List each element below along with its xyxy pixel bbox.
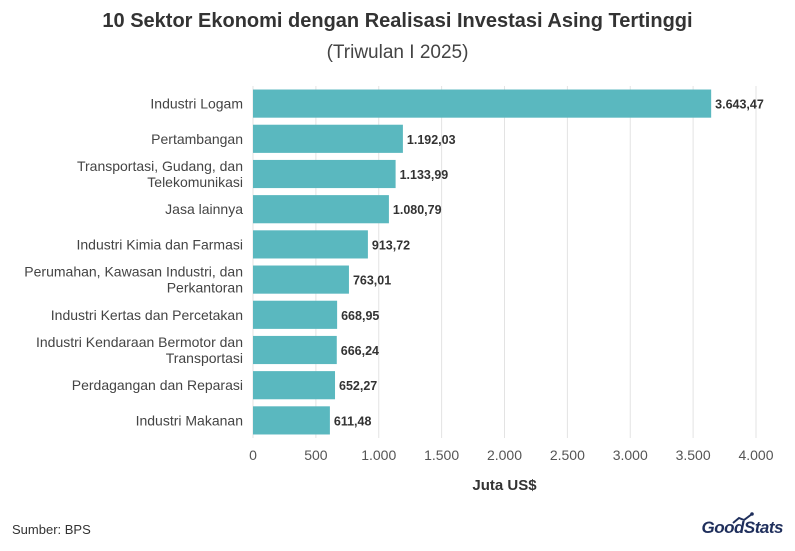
value-label: 763,01: [353, 274, 391, 288]
value-label: 1.080,79: [393, 203, 442, 217]
goodstats-logo: GoodStats: [701, 512, 784, 538]
x-tick-label: 2.000: [487, 447, 522, 463]
category-label: Industri Kertas dan Percetakan: [51, 307, 243, 323]
value-label: 666,24: [341, 344, 379, 358]
x-tick-label: 0: [249, 447, 257, 463]
logo-text: GoodStats: [701, 518, 784, 537]
chart-subtitle: (Triwulan I 2025): [326, 42, 469, 63]
source-note: Sumber: BPS: [12, 522, 91, 537]
bar: [253, 230, 368, 259]
value-label: 3.643,47: [715, 98, 764, 112]
value-label: 652,27: [339, 379, 377, 393]
bar: [253, 124, 403, 153]
category-label: Transportasi, Gudang, dan Telekomunikasi: [77, 158, 243, 190]
bar: [253, 89, 712, 118]
x-tick-label: 2.500: [550, 447, 585, 463]
value-label: 1.192,03: [407, 133, 456, 147]
category-label: Perdagangan dan Reparasi: [72, 377, 243, 393]
bar: [253, 371, 336, 400]
bar: [253, 159, 396, 189]
x-tick-label: 1.000: [361, 447, 396, 463]
category-label: Pertambangan: [151, 131, 243, 147]
x-tick-label: 1.500: [424, 447, 459, 463]
value-label: 1.133,99: [400, 168, 449, 182]
value-label: 913,72: [372, 238, 410, 252]
bar: [253, 335, 337, 365]
value-label: 668,95: [341, 309, 379, 323]
value-label: 611,48: [334, 414, 372, 428]
category-label: Industri Logam: [150, 96, 243, 112]
category-label: Industri Makanan: [136, 412, 243, 428]
x-tick-label: 4.000: [738, 447, 773, 463]
bar-chart: 0 500 1.000 1.500 2.000 2.500 3.000 3.500 4.000 I…: [24, 86, 774, 494]
category-label: Jasa lainnya: [165, 201, 243, 217]
chart-title: 10 Sektor Ekonomi dengan Realisasi Inves…: [102, 10, 693, 32]
x-tick-label: 3.500: [676, 447, 711, 463]
x-tick-label: 500: [304, 447, 328, 463]
bar: [253, 195, 389, 224]
category-label: Industri Kimia dan Farmasi: [76, 236, 243, 252]
logo-trend-icon: [731, 512, 754, 524]
category-label: Perumahan, Kawasan Industri, dan Perkanto…: [24, 264, 243, 296]
bar: [253, 265, 349, 294]
category-label: Industri Kendaraan Bermotor dan Transport…: [36, 334, 243, 366]
x-tick-label: 3.000: [613, 447, 648, 463]
bar: [253, 406, 330, 435]
x-axis-label: Juta US$: [472, 477, 537, 494]
bar: [253, 300, 338, 329]
